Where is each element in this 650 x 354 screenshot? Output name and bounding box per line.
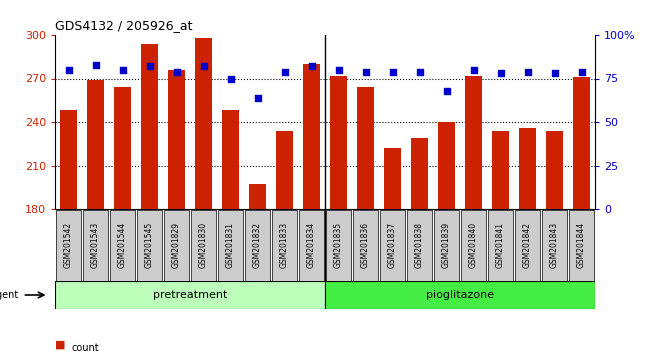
FancyBboxPatch shape xyxy=(110,210,135,281)
FancyBboxPatch shape xyxy=(298,210,324,281)
FancyBboxPatch shape xyxy=(488,210,514,281)
FancyBboxPatch shape xyxy=(326,210,352,281)
Text: agent: agent xyxy=(0,290,18,300)
Text: GSM201836: GSM201836 xyxy=(361,222,370,268)
Point xyxy=(441,88,452,93)
Text: GSM201842: GSM201842 xyxy=(523,222,532,268)
Point xyxy=(226,76,236,81)
Point xyxy=(523,69,533,74)
Text: pretreatment: pretreatment xyxy=(153,290,228,300)
Point xyxy=(90,62,101,67)
Text: GSM201839: GSM201839 xyxy=(442,222,451,268)
Text: pioglitazone: pioglitazone xyxy=(426,290,494,300)
Point xyxy=(414,69,424,74)
Bar xyxy=(330,76,346,209)
FancyBboxPatch shape xyxy=(190,210,216,281)
FancyBboxPatch shape xyxy=(272,210,298,281)
FancyBboxPatch shape xyxy=(515,210,540,281)
FancyBboxPatch shape xyxy=(352,210,378,281)
Bar xyxy=(168,70,185,209)
Bar xyxy=(573,77,590,209)
Text: GSM201838: GSM201838 xyxy=(415,222,424,268)
FancyBboxPatch shape xyxy=(569,210,595,281)
Point xyxy=(63,67,73,73)
Point xyxy=(280,69,290,74)
FancyBboxPatch shape xyxy=(541,210,567,281)
Point xyxy=(468,67,478,73)
Bar xyxy=(465,76,482,209)
Point xyxy=(144,63,155,69)
Bar xyxy=(493,131,508,209)
Text: GSM201830: GSM201830 xyxy=(199,222,208,268)
FancyBboxPatch shape xyxy=(55,281,325,309)
Point xyxy=(117,67,127,73)
Bar xyxy=(358,87,374,209)
FancyBboxPatch shape xyxy=(83,210,109,281)
Text: GSM201831: GSM201831 xyxy=(226,222,235,268)
FancyBboxPatch shape xyxy=(461,210,486,281)
Text: GSM201544: GSM201544 xyxy=(118,222,127,268)
Text: GSM201545: GSM201545 xyxy=(145,222,154,268)
Bar xyxy=(519,128,536,209)
FancyBboxPatch shape xyxy=(244,210,270,281)
FancyBboxPatch shape xyxy=(55,210,81,281)
Bar xyxy=(222,110,239,209)
Bar xyxy=(87,80,103,209)
Text: GSM201832: GSM201832 xyxy=(253,222,262,268)
Text: GSM201542: GSM201542 xyxy=(64,222,73,268)
Bar xyxy=(411,138,428,209)
Point xyxy=(549,70,560,76)
Bar xyxy=(547,131,563,209)
Bar xyxy=(114,87,131,209)
Point xyxy=(577,69,587,74)
Point xyxy=(306,63,317,69)
Bar xyxy=(142,44,157,209)
Bar xyxy=(304,64,320,209)
FancyBboxPatch shape xyxy=(136,210,162,281)
Point xyxy=(333,67,344,73)
Bar xyxy=(196,38,212,209)
Text: GSM201829: GSM201829 xyxy=(172,222,181,268)
Bar xyxy=(438,122,454,209)
Text: GSM201840: GSM201840 xyxy=(469,222,478,268)
Point xyxy=(495,70,506,76)
Text: GSM201837: GSM201837 xyxy=(388,222,397,268)
Bar xyxy=(384,148,400,209)
Point xyxy=(360,69,370,74)
FancyBboxPatch shape xyxy=(325,281,595,309)
Text: GSM201833: GSM201833 xyxy=(280,222,289,268)
Bar xyxy=(60,110,77,209)
Text: count: count xyxy=(72,343,99,353)
Text: GDS4132 / 205926_at: GDS4132 / 205926_at xyxy=(55,19,192,33)
Point xyxy=(252,95,263,101)
Text: GSM201834: GSM201834 xyxy=(307,222,316,268)
FancyBboxPatch shape xyxy=(218,210,244,281)
FancyBboxPatch shape xyxy=(380,210,406,281)
Text: ■: ■ xyxy=(55,340,69,350)
Text: GSM201543: GSM201543 xyxy=(91,222,100,268)
FancyBboxPatch shape xyxy=(164,210,189,281)
Text: GSM201844: GSM201844 xyxy=(577,222,586,268)
Bar xyxy=(250,184,266,209)
Point xyxy=(198,63,209,69)
Text: GSM201841: GSM201841 xyxy=(496,222,505,268)
Text: GSM201835: GSM201835 xyxy=(334,222,343,268)
FancyBboxPatch shape xyxy=(406,210,432,281)
Text: GSM201843: GSM201843 xyxy=(550,222,559,268)
Bar xyxy=(276,131,292,209)
FancyBboxPatch shape xyxy=(434,210,460,281)
Point xyxy=(172,69,182,74)
Point xyxy=(387,69,398,74)
